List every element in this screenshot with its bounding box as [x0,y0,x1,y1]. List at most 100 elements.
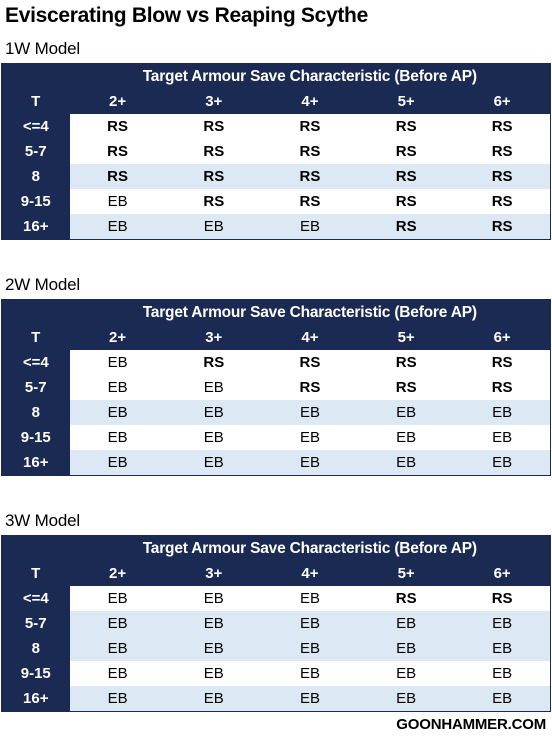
table-row: <=4 EB EB EB RS RS [1,586,551,611]
table-cell: RS [69,164,166,189]
table-row: 9-15 EB EB EB EB EB [1,425,551,450]
t-column-header: T [1,89,70,114]
table-cell: RS [491,118,513,135]
table-cell: EB [107,354,128,371]
section-label-2w: 2W Model [5,275,80,294]
row-header: 16+ [1,686,70,712]
table-cell: EB [358,686,455,712]
row-header: 16+ [1,450,70,476]
table-cell: RS [299,118,321,135]
table-row: 5-7 RS RS RS RS RS [1,139,551,164]
table-row: 16+ EB EB EB RS RS [1,214,551,240]
row-header: 5-7 [1,139,70,164]
table-cell: EB [454,400,551,425]
table-cell: EB [358,400,455,425]
column-header: 6+ [454,89,551,114]
row-header: 8 [1,400,70,425]
table-cell: EB [107,665,128,682]
column-header: 5+ [358,561,455,586]
table-cell: EB [261,214,359,240]
header-title: Target Armour Save Characteristic (Befor… [69,535,551,561]
table-cell: RS [491,143,513,160]
table-cell: RS [395,193,417,210]
table-cell: EB [69,636,166,661]
table-cell: EB [358,636,455,661]
table-cell: EB [396,665,417,682]
table-cell: EB [107,379,128,396]
column-header: 2+ [69,325,166,350]
table-cell: EB [492,665,513,682]
table-cell: RS [395,379,417,396]
table-cell: RS [395,143,417,160]
row-header: 9-15 [1,661,70,686]
table-cell: EB [261,611,359,636]
table-cell: RS [454,164,551,189]
table-cell: RS [165,164,262,189]
table-cell: EB [358,611,455,636]
header-title: Target Armour Save Characteristic (Befor… [69,63,551,89]
table-cell: EB [261,400,359,425]
table-cell: EB [299,665,320,682]
table-cell: RS [454,214,551,240]
header-spacer [1,535,70,561]
table-cell: EB [203,590,224,607]
table-cell: RS [203,354,225,371]
table-1w: Target Armour Save Characteristic (Befor… [1,63,551,240]
table-row: 8 RS RS RS RS RS [1,164,551,189]
column-header: 6+ [454,325,551,350]
page-title: Eviscerating Blow vs Reaping Scythe [5,4,368,27]
column-header: 2+ [69,89,166,114]
table-cell: EB [165,611,262,636]
header-row-span: Target Armour Save Characteristic (Befor… [1,299,551,325]
table-cell: RS [299,354,321,371]
table-cell: RS [491,193,513,210]
table-cell: EB [454,611,551,636]
header-spacer [1,299,70,325]
column-header: 4+ [261,89,359,114]
column-header: 2+ [69,561,166,586]
table-cell: EB [454,686,551,712]
row-header: <=4 [1,114,70,139]
table-cell: EB [165,686,262,712]
header-row-columns: T 2+ 3+ 4+ 5+ 6+ [1,325,551,350]
table-row: 8 EB EB EB EB EB [1,400,551,425]
table-cell: EB [69,686,166,712]
column-header: 5+ [358,325,455,350]
table-cell: RS [299,143,321,160]
table-cell: EB [261,636,359,661]
column-header: 3+ [165,89,262,114]
header-spacer [1,63,70,89]
header-row-columns: T 2+ 3+ 4+ 5+ 6+ [1,89,551,114]
table-cell: EB [107,590,128,607]
table-cell: EB [203,665,224,682]
table-row: 8 EB EB EB EB EB [1,636,551,661]
table-row: 9-15 EB RS RS RS RS [1,189,551,214]
table-cell: EB [454,450,551,476]
table-cell: EB [69,450,166,476]
table-cell: RS [395,354,417,371]
table-cell: EB [69,214,166,240]
column-header: 5+ [358,89,455,114]
table-cell: RS [107,118,129,135]
table-cell: EB [165,450,262,476]
row-header: 5-7 [1,375,70,400]
row-header: 16+ [1,214,70,240]
table-cell: RS [491,379,513,396]
table-cell: EB [107,193,128,210]
section-label-1w: 1W Model [5,39,80,58]
row-header: 5-7 [1,611,70,636]
section-label-3w: 3W Model [5,511,80,530]
table-cell: EB [165,636,262,661]
table-cell: EB [165,214,262,240]
table-cell: EB [396,429,417,446]
table-cell: RS [358,214,455,240]
table-cell: EB [261,450,359,476]
table-row: 16+ EB EB EB EB EB [1,450,551,476]
table-cell: EB [203,429,224,446]
t-column-header: T [1,561,70,586]
table-3w: Target Armour Save Characteristic (Befor… [1,535,551,712]
t-column-header: T [1,325,70,350]
column-header: 4+ [261,325,359,350]
table-cell: EB [358,450,455,476]
table-cell: RS [395,590,417,607]
